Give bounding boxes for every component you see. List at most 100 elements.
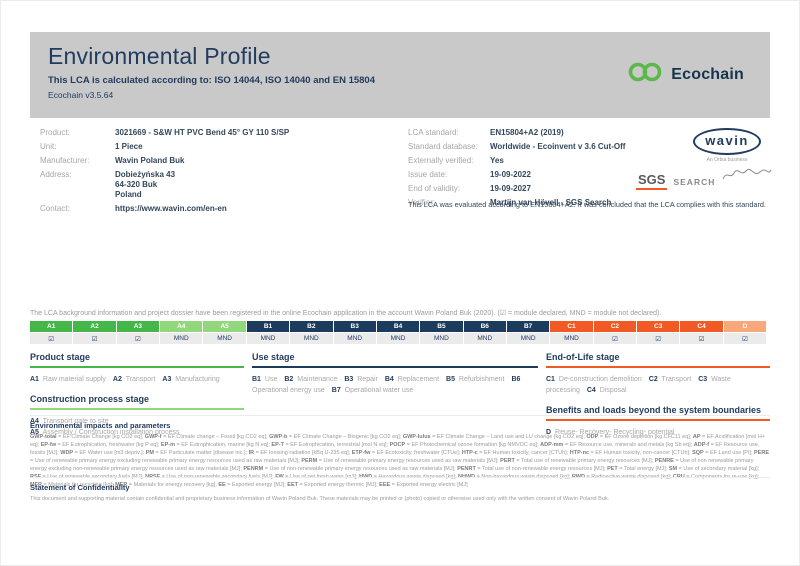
stage-title: Product stage (30, 352, 244, 368)
module-declared-D: ☑ (723, 333, 767, 344)
impacts-heading: Environmental impacts and parameters (30, 421, 171, 430)
stage-items: D Reuse- Recovery- Recycling- potential (546, 427, 770, 438)
module-col-B5: B5 (420, 321, 463, 332)
module-col-A1: A1 (30, 321, 73, 332)
module-col-D: D (723, 321, 767, 332)
stage-column-end-of-life: End-of-Life stage C1 De-construction dem… (546, 352, 770, 448)
module-col-A4: A4 (160, 321, 203, 332)
product-value: 3021669 - S&W HT PVC Bend 45° GY 110 S/S… (115, 128, 290, 137)
module-declared-A1: ☑ (30, 333, 73, 344)
registration-note: The LCA background information and proje… (30, 310, 662, 317)
module-col-C3: C3 (637, 321, 680, 332)
module-table: A1 A2 A3 A4 A5 B1 B2 B3 B4 B5 B6 B7 C1 C2 C3 C4 D ☑ ☑ ☑ MND… (30, 321, 767, 345)
stage-column-product: Product stage A1 Raw material supply A2 T… (30, 352, 244, 448)
verified-value: Yes (490, 156, 504, 165)
info-label: End of validity: (408, 184, 461, 193)
module-declared-C4: ☑ (680, 333, 723, 344)
validity-value: 19-09-2027 (490, 184, 531, 193)
module-col-B2: B2 (290, 321, 333, 332)
module-declared-B4: MND (376, 333, 420, 344)
lca-standard-value: EN15804+A2 (2019) (490, 128, 564, 137)
sgs-wordmark: SGS (636, 172, 668, 190)
info-label: Standard database: (408, 142, 478, 151)
product-info: Product: 3021669 - S&W HT PVC Bend 45° G… (40, 128, 370, 218)
info-row-product: Product: 3021669 - S&W HT PVC Bend 45° G… (40, 128, 370, 138)
infinity-icon (626, 61, 664, 88)
use-stage-section: Use stage B1 Use B2 Maintenance B3 Repair B… (252, 352, 538, 396)
wavin-oval-icon: wavin (693, 128, 761, 155)
confidentiality-text: This document and supporting material co… (30, 496, 610, 502)
module-declared-B2: MND (290, 333, 333, 344)
ecochain-logo: Ecochain (626, 61, 744, 88)
stage-item-B3: B3 Repair (344, 376, 378, 383)
info-row-database: Standard database: Worldwide - Ecoinvent… (408, 142, 688, 152)
stage-title: End-of-Life stage (546, 352, 770, 368)
stage-item-A4: A4 Transport gate to site (30, 418, 109, 426)
module-declared-A2: ☑ (73, 333, 116, 344)
wavin-logo: wavin An Orbia business (688, 128, 766, 163)
info-label: Product: (40, 128, 70, 137)
stage-items: A4 Transport gate to site A5 Assembly / C… (30, 416, 244, 438)
stage-title: Construction process stage (30, 394, 244, 411)
search-wordmark: SEARCH (673, 177, 716, 187)
module-col-A5: A5 (203, 321, 246, 332)
module-col-B3: B3 (333, 321, 376, 332)
verifier-signature-icon (721, 167, 773, 188)
benefits-stage-section: Benefits and loads beyond the system bou… (546, 405, 770, 438)
confidentiality-heading: Statement of Confidentiality (30, 483, 130, 492)
info-label: Contact: (40, 204, 70, 213)
contact-url-link[interactable]: https://www.wavin.com/en-en (115, 204, 227, 213)
module-col-B1: B1 (246, 321, 290, 332)
product-stage-section: Product stage A1 Raw material supply A2 T… (30, 352, 244, 385)
stage-descriptions: Product stage A1 Raw material supply A2 T… (30, 352, 770, 448)
info-row-verifier: Verifier: Martijn van Hövell - SGS Searc… (408, 198, 688, 208)
module-declared-B5: MND (420, 333, 463, 344)
info-row-validity: End of validity: 19-09-2027 (408, 184, 688, 194)
info-row-contact: Contact: https://www.wavin.com/en-en (40, 204, 370, 214)
module-declared-B6: MND (463, 333, 506, 344)
confidentiality-section: Statement of Confidentiality This docume… (30, 477, 770, 504)
stage-item-B6: B6 Operational energy use (252, 376, 521, 395)
page-title: Environmental Profile (48, 43, 271, 69)
wavin-wordmark: wavin (705, 133, 749, 148)
lca-info: LCA standard: EN15804+A2 (2019) Standard… (408, 128, 688, 212)
module-declared-A5: MND (203, 333, 246, 344)
stage-item-C1: C1 De-construction demolition (546, 376, 642, 383)
stage-item-B1: B1 Use (252, 376, 278, 383)
module-declared-C3: ☑ (637, 333, 680, 344)
verifier-value: Martijn van Hövell - SGS Search (490, 198, 612, 207)
module-col-C2: C2 (593, 321, 637, 332)
module-declared-A4: MND (160, 333, 203, 344)
module-declared-B7: MND (506, 333, 550, 344)
info-label: Manufacturer: (40, 156, 90, 165)
stage-column-use: Use stage B1 Use B2 Maintenance B3 Repair B… (252, 352, 538, 448)
stage-item-B5: B5 Refurbishment (446, 376, 505, 383)
info-row-issue-date: Issue date: 19-09-2022 (408, 170, 688, 180)
module-declared-B3: MND (333, 333, 376, 344)
lca-standard-subtitle: This LCA is calculated according to: ISO… (48, 75, 375, 86)
stage-items: A1 Raw material supply A2 Transport A3 Man… (30, 374, 244, 385)
module-value-row: ☑ ☑ ☑ MND MND MND MND MND MND MND MND MND MND ☑ ☑ ☑ ☑ (30, 333, 767, 344)
info-label: LCA standard: (408, 128, 459, 137)
stage-title: Use stage (252, 352, 538, 368)
info-row-address: Address: Dobieżyńska 43 64-320 Buk Polan… (40, 170, 370, 200)
ecochain-version: Ecochain v3.5.64 (48, 90, 114, 100)
address-value: Dobieżyńska 43 64-320 Buk Poland (115, 170, 176, 199)
module-header-row: A1 A2 A3 A4 A5 B1 B2 B3 B4 B5 B6 B7 C1 C2 C3 C4 D (30, 321, 767, 332)
info-label: Unit: (40, 142, 57, 151)
info-label: Address: (40, 170, 72, 179)
stage-item-A1: A1 Raw material supply (30, 376, 106, 383)
module-col-B4: B4 (376, 321, 420, 332)
stage-items: B1 Use B2 Maintenance B3 Repair B4 Replacem… (252, 374, 538, 396)
ecochain-wordmark: Ecochain (671, 65, 744, 83)
impacts-text: GWP-total = EF Climate Change [kg CO2 eq… (30, 434, 769, 488)
header-banner: Environmental Profile This LCA is calcul… (30, 32, 770, 118)
stage-item-B7: B7 Operational water use (331, 387, 414, 395)
stage-item-B2: B2 Maintenance (284, 376, 338, 383)
module-col-A2: A2 (73, 321, 116, 332)
wavin-tagline: An Orbia business (706, 157, 748, 163)
unit-value: 1 Piece (115, 142, 143, 151)
stage-items: C1 De-construction demolition C2 Transpor… (546, 374, 770, 396)
issue-date-value: 19-09-2022 (490, 170, 531, 179)
stage-title: Benefits and loads beyond the system bou… (546, 405, 770, 422)
